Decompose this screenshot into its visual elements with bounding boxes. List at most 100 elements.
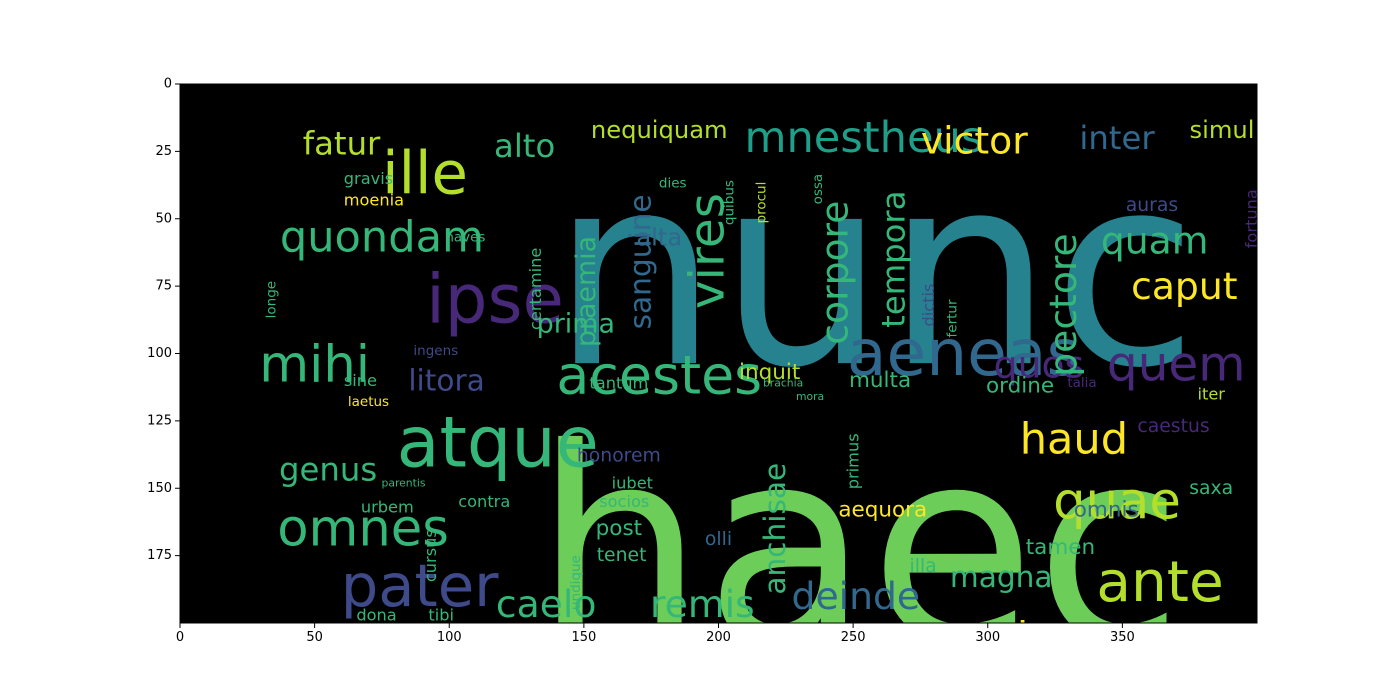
word-vires: vires — [680, 193, 736, 309]
word-ingens: ingens — [413, 343, 458, 359]
y-tick-label: 50 — [155, 211, 172, 226]
word-saxa: saxa — [1189, 478, 1233, 499]
word-auras: auras — [1126, 195, 1178, 216]
word-simul: simul — [1190, 116, 1255, 144]
word-fertur: fertur — [945, 299, 961, 337]
word-omnes: omnes — [277, 499, 449, 559]
word-mnestheus: mnestheus — [745, 113, 984, 163]
y-tick-label: 100 — [147, 346, 172, 361]
word-quam: quam — [1101, 218, 1209, 262]
y-tick-label: 25 — [155, 144, 172, 159]
word-aeneas: aeneas — [847, 316, 1080, 391]
word-quos: quos — [994, 342, 1085, 386]
word-urbem: urbem — [361, 498, 414, 517]
word-prima: prima — [537, 308, 615, 339]
word-cursus: cursus — [421, 529, 440, 582]
word-mihi: mihi — [259, 334, 370, 394]
word-tibi: tibi — [428, 605, 454, 624]
x-tick-label: 200 — [706, 630, 731, 645]
y-tick-label: 175 — [147, 548, 172, 563]
word-ordine: ordine — [986, 373, 1054, 398]
word-mora: mora — [796, 390, 824, 403]
x-tick-label: 50 — [306, 630, 323, 645]
word-atque: atque — [397, 401, 599, 483]
word-aequora: aequora — [838, 497, 927, 522]
word-fatur: fatur — [303, 124, 381, 162]
word-quae: quae — [1053, 472, 1181, 532]
word-corpore: corpore — [812, 201, 856, 345]
word-primus: primus — [844, 433, 863, 489]
word-naves: naves — [445, 230, 485, 246]
word-remis: remis — [650, 582, 755, 626]
word-nequiquam: nequiquam — [591, 116, 728, 144]
word-nunc: nunc — [551, 119, 1198, 426]
word-caestus: caestus — [1137, 416, 1209, 437]
x-tick-label: 250 — [841, 630, 866, 645]
word-praemia: praemia — [571, 236, 602, 347]
word-dictis: dictis — [919, 284, 938, 327]
word-alta: alta — [636, 224, 682, 252]
word-parentis: parentis — [381, 476, 425, 489]
y-tick-label: 0 — [164, 77, 172, 92]
word-caelo: caelo — [496, 582, 597, 626]
word-haud: haud — [1020, 415, 1128, 465]
word-dona: dona — [356, 605, 396, 624]
word-undique: undique — [568, 555, 584, 610]
word-fortuna: fortuna — [1242, 189, 1261, 248]
word-moenia: moenia — [344, 190, 404, 209]
word-alto: alto — [494, 127, 555, 165]
word-tenet: tenet — [597, 545, 647, 566]
y-tick-label: 75 — [155, 279, 172, 294]
x-tick-label: 0 — [176, 630, 184, 645]
word-gravis: gravis — [344, 169, 393, 188]
word-tempora: tempora — [875, 191, 913, 328]
word-laetus: laetus — [348, 394, 389, 410]
word-victor: victor — [921, 119, 1028, 163]
word-post: post — [596, 516, 642, 541]
word-socios: socios — [599, 492, 649, 511]
word-pater: pater — [341, 551, 499, 620]
word-magna: magna — [950, 560, 1053, 594]
y-tick-label: 125 — [147, 413, 172, 428]
word-ille: ille — [382, 138, 468, 207]
word-illa: illa — [910, 556, 937, 577]
word-longe: longe — [264, 281, 280, 318]
word-pectore: pectore — [1041, 233, 1085, 377]
word-haec: haec — [534, 391, 1183, 700]
word-iter: iter — [1197, 384, 1225, 403]
x-tick-label: 150 — [571, 630, 596, 645]
word-ossa: ossa — [810, 174, 826, 205]
word-ipse: ipse — [426, 261, 564, 339]
word-genus: genus — [279, 450, 377, 488]
word-brachia: brachia — [763, 377, 803, 390]
word-iamque: iamque — [1017, 612, 1168, 660]
word-anchisae: anchisae — [758, 463, 792, 595]
word-honorem: honorem — [577, 445, 661, 466]
y-tick-label: 150 — [147, 481, 172, 496]
word-tamen: tamen — [1026, 535, 1095, 560]
word-tantum: tantum — [589, 374, 648, 393]
x-tick-label: 100 — [437, 630, 462, 645]
word-multa: multa — [849, 368, 911, 393]
word-sine: sine — [344, 371, 377, 390]
word-quem: quem — [1107, 336, 1246, 392]
word-dies: dies — [659, 176, 687, 192]
word-inquit: inquit — [739, 360, 800, 385]
word-quondam: quondam — [280, 213, 484, 263]
word-quibus: quibus — [721, 180, 737, 225]
x-tick-label: 350 — [1110, 630, 1135, 645]
word-cloud-image — [180, 84, 1257, 623]
x-axis: 0 50 100 150 200 250 300 350 — [176, 623, 1135, 645]
word-iubet: iubet — [612, 473, 653, 492]
word-deinde: deinde — [792, 574, 921, 618]
word-contra: contra — [458, 492, 510, 511]
y-axis: 0 25 50 75 100 125 150 175 — [147, 77, 180, 563]
x-tick-label: 300 — [975, 630, 1000, 645]
word-caput: caput — [1131, 264, 1237, 308]
word-acestes: acestes — [556, 344, 762, 407]
word-olli: olli — [705, 529, 732, 550]
word-certamine: certamine — [526, 248, 545, 330]
word-inter: inter — [1079, 119, 1155, 157]
